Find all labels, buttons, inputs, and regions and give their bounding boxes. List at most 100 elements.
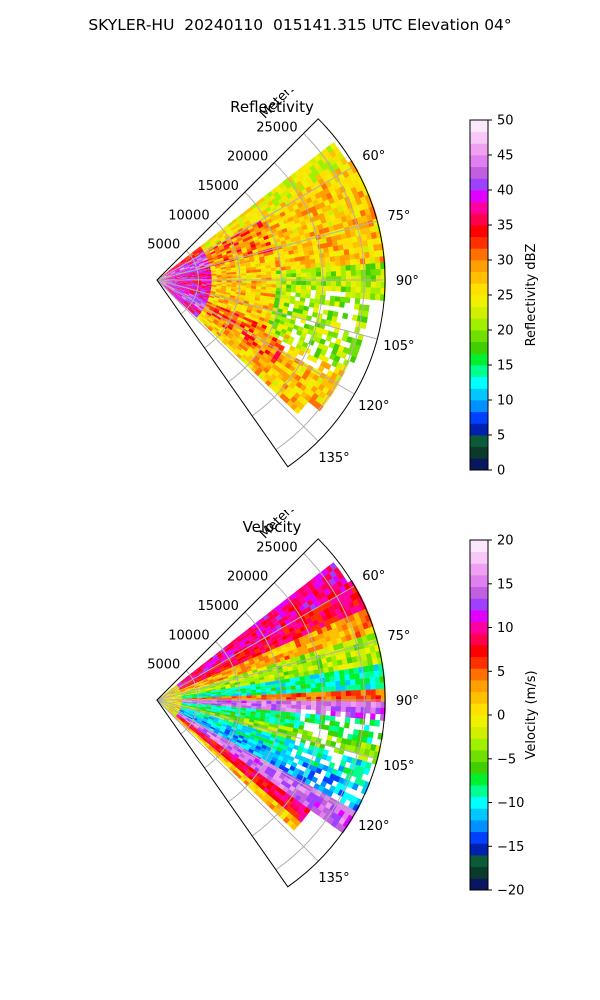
radar-cell	[220, 686, 226, 690]
radar-cell	[189, 291, 195, 295]
radar-cell	[336, 696, 342, 702]
radar-cell	[221, 303, 228, 308]
radar-cell	[216, 723, 223, 728]
radar-cell	[201, 694, 207, 697]
radar-cell	[253, 317, 260, 323]
radar-cell	[249, 299, 255, 303]
radar-cell	[284, 317, 291, 324]
radar-cell	[354, 631, 362, 639]
radar-cell	[346, 237, 353, 244]
radar-cell	[175, 296, 180, 301]
radar-cell	[182, 260, 187, 265]
radar-cell	[287, 359, 294, 366]
radar-cell	[334, 814, 342, 823]
radar-cell	[173, 686, 179, 690]
radar-cell	[315, 347, 323, 355]
radar-cell	[228, 241, 234, 247]
radar-cell	[345, 259, 351, 266]
radar-cell	[234, 310, 241, 315]
radar-cell	[241, 307, 247, 312]
radar-cell	[321, 753, 328, 761]
radar-cell	[275, 263, 281, 268]
azimuth-tick-label: 60°	[362, 149, 385, 164]
radar-cell	[336, 160, 344, 169]
radar-cell	[310, 285, 317, 291]
radar-cell	[283, 251, 290, 256]
colorbar-segment	[470, 575, 488, 588]
azimuth-spoke	[156, 279, 378, 340]
radar-cell	[261, 796, 268, 804]
radar-cell	[238, 763, 245, 769]
radar-cell	[261, 209, 268, 215]
radar-cell	[350, 740, 357, 747]
radar-cell	[214, 237, 220, 242]
radar-cell	[207, 739, 213, 744]
radar-cell	[288, 723, 295, 729]
radar-cell	[355, 281, 362, 288]
radar-cell	[336, 580, 344, 589]
radar-cell	[337, 664, 344, 671]
radar-cell	[205, 268, 211, 271]
radar-cell	[171, 278, 177, 280]
radar-cell	[340, 653, 347, 660]
colorbar-segment	[470, 878, 488, 891]
radar-cell	[283, 321, 290, 327]
radar-cell	[350, 650, 357, 658]
radar-cell	[325, 573, 333, 581]
radar-cell	[357, 203, 365, 212]
radar-cell	[186, 283, 192, 286]
radar-cell	[344, 297, 351, 304]
radar-cell	[223, 732, 229, 737]
radar-cell	[324, 257, 331, 263]
radar-cell	[181, 703, 187, 706]
radar-cell	[201, 665, 208, 671]
radar-cell	[186, 696, 192, 698]
radar-cell	[275, 290, 281, 295]
radar-cell	[323, 227, 330, 234]
radar-cell	[325, 204, 333, 212]
radar-cell	[364, 671, 370, 679]
radar-cell	[284, 362, 292, 370]
radar-cell	[321, 222, 329, 229]
radar-cell	[322, 344, 329, 352]
radar-cell	[201, 272, 207, 275]
radar-cell	[195, 253, 201, 258]
radar-cell	[239, 714, 246, 719]
radar-cell	[196, 729, 202, 734]
radar-cell	[191, 700, 197, 702]
radar-cell	[186, 297, 192, 302]
radar-cell	[306, 692, 312, 697]
radar-cell	[290, 644, 298, 650]
radar-cell	[290, 712, 296, 717]
radar-cell	[213, 666, 220, 671]
radar-cell	[306, 281, 312, 286]
radar-cell	[370, 231, 378, 240]
radar-cell	[214, 264, 221, 268]
radar-cell	[180, 690, 186, 693]
radar-cell	[206, 694, 212, 697]
radar-cell	[355, 695, 362, 702]
radar-cell	[319, 299, 326, 305]
radar-cell	[182, 302, 188, 307]
radar-cell	[247, 645, 254, 651]
radar-cell	[229, 243, 235, 249]
radar-cell	[242, 766, 249, 772]
radar-cell	[171, 704, 177, 707]
radar-cell	[161, 700, 167, 702]
radar-cell	[175, 691, 181, 694]
radar-cell	[282, 306, 289, 311]
radar-cell	[306, 354, 314, 361]
radar-cell	[197, 735, 203, 741]
radar-cell	[236, 773, 243, 780]
radar-cell	[213, 716, 220, 721]
radar-cell	[335, 265, 341, 272]
radar-cell	[328, 761, 336, 769]
radar-cell	[291, 693, 297, 698]
radar-cell	[293, 249, 299, 254]
radar-cell	[191, 275, 197, 278]
radar-cell	[330, 320, 337, 328]
radar-cell	[351, 275, 357, 282]
radar-cell	[193, 671, 199, 676]
radar-cell	[306, 735, 313, 741]
radar-cell	[194, 304, 200, 308]
